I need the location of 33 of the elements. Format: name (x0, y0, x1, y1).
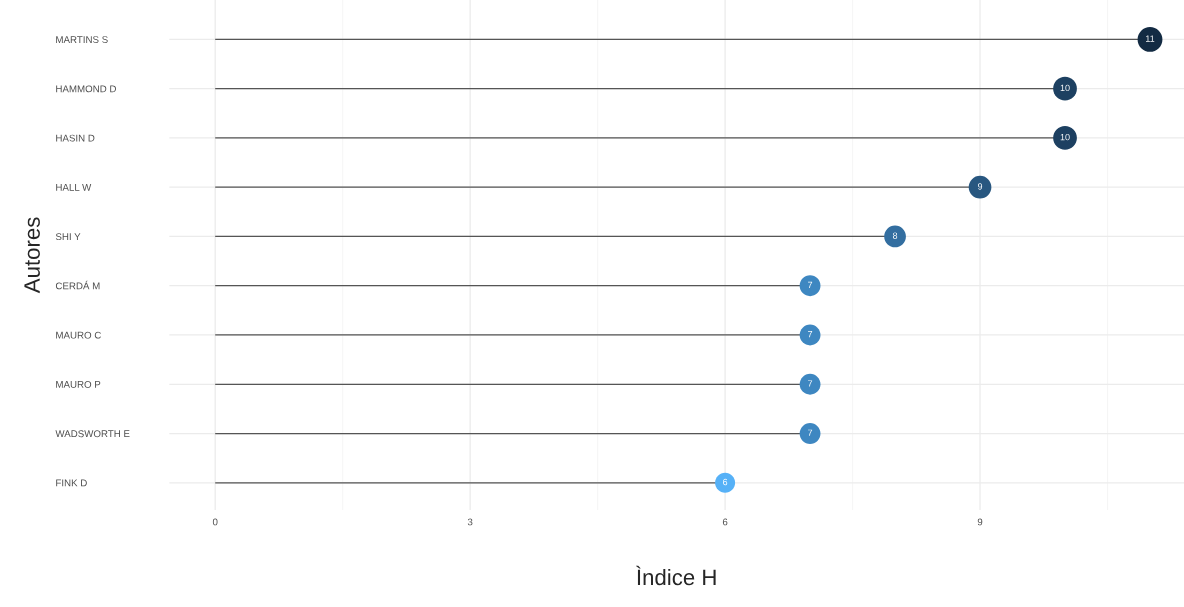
point (799, 275, 821, 297)
data-label: 7 (808, 281, 813, 289)
y-tick-label: SHI Y (55, 233, 81, 241)
y-tick-label: CERDÁ M (55, 280, 100, 290)
data-label: 10 (1060, 84, 1070, 92)
x-tick-label: 0 (212, 518, 218, 526)
y-tick-label: MARTINS S (56, 36, 108, 44)
data-label: 7 (808, 429, 813, 436)
point (799, 423, 821, 444)
y-tick-label: HALL W (56, 184, 92, 191)
y-tick-label: WADSWORTH E (55, 430, 130, 438)
x-tick-label: 9 (977, 518, 983, 526)
y-tick-label: MAURO P (56, 380, 101, 388)
data-label: 7 (808, 331, 813, 338)
point (799, 324, 821, 346)
data-label: 8 (892, 232, 898, 239)
y-tick-label: MAURO C (56, 331, 101, 339)
y-tick-label: FINK D (56, 479, 87, 487)
data-label: 11 (1146, 35, 1155, 42)
y-tick-label: HAMMOND D (56, 85, 116, 93)
data-label: 10 (1060, 133, 1070, 141)
data-label: 6 (723, 478, 728, 486)
data-label: 7 (808, 380, 813, 387)
y-axis-title: Autores (24, 217, 40, 294)
point (799, 373, 821, 395)
point (715, 472, 736, 493)
x-axis-title: Ìndice H (635, 565, 716, 586)
data-label: 9 (977, 183, 983, 190)
x-tick-label: 6 (722, 518, 728, 526)
point (884, 225, 906, 248)
y-tick-label: HASIN D (56, 134, 95, 142)
point (968, 175, 992, 199)
x-tick-label: 3 (467, 518, 473, 526)
